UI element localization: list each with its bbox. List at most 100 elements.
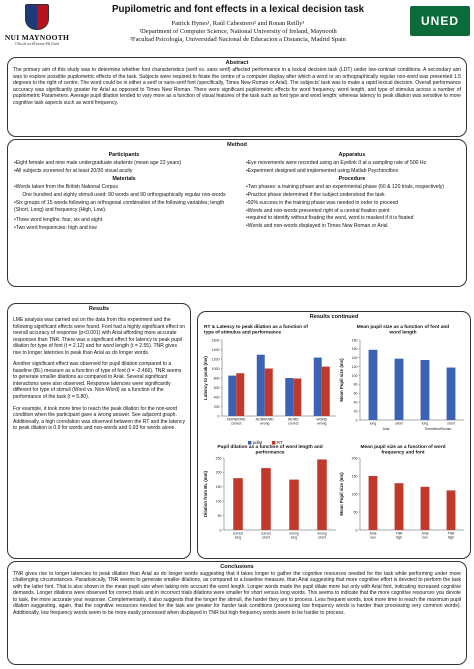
materials-heading: Materials xyxy=(112,176,136,183)
y-tick-label: 200 xyxy=(214,405,220,409)
y-tick-label: 400 xyxy=(214,395,220,399)
logo-right-name: UNED xyxy=(420,14,459,28)
x-tick-label: TNR xyxy=(448,532,456,536)
abstract-title: Abstract xyxy=(225,60,249,66)
bar xyxy=(368,476,378,530)
y-tick-label: 0 xyxy=(356,418,358,422)
y-tick-label: 100 xyxy=(216,500,222,504)
apparatus-heading: Apparatus xyxy=(338,152,366,158)
legend-swatch xyxy=(248,441,252,445)
chart-title: Pupil dilation as a function of word len… xyxy=(217,444,322,450)
x-tick-label: short xyxy=(318,536,326,540)
participants-item: •Eight female and nine male undergraduat… xyxy=(14,159,182,166)
x-tick-label: long xyxy=(235,536,242,540)
x-tick-label: short xyxy=(262,536,270,540)
apparatus-item: •Experiment designed and implemented usi… xyxy=(246,167,399,174)
x-tick-label: low xyxy=(422,536,428,540)
x-tick-label: correct xyxy=(288,422,298,426)
bar-RT xyxy=(236,373,245,416)
y-tick-label: 60 xyxy=(354,392,358,396)
x-tick-label: long xyxy=(370,422,377,426)
y-tick-label: 40 xyxy=(354,401,358,405)
bar xyxy=(289,479,299,530)
bar-pdlat xyxy=(313,357,322,416)
chart-title: RT & Latency to peak dilation as a funct… xyxy=(204,324,308,330)
bar-pdlat xyxy=(256,354,265,416)
procedure-item: •Words and non-words displayed in Times … xyxy=(246,223,388,230)
y-tick-label: 1000 xyxy=(212,367,220,371)
chart-title: frequency and font xyxy=(381,450,425,456)
y-tick-label: 1200 xyxy=(212,357,220,361)
x-tick-label: low xyxy=(370,536,376,540)
abstract-box: Abstract The primary aim of this study w… xyxy=(7,57,467,137)
x-tick-label: NONWORD xyxy=(256,418,275,422)
bar xyxy=(394,483,404,530)
y-tick-label: 0 xyxy=(220,528,222,532)
y-tick-label: 200 xyxy=(216,471,222,475)
procedure-item: •50% success in the training phase was n… xyxy=(246,199,399,206)
materials-item: •Two word frequencies: high and low xyxy=(14,225,97,232)
x-tick-label: high xyxy=(448,536,455,540)
bar xyxy=(420,360,430,420)
bar xyxy=(368,349,378,420)
x-group-label: Arial xyxy=(383,427,390,431)
y-tick-label: 0 xyxy=(218,414,220,418)
y-tick-label: 250 xyxy=(216,456,222,460)
y-tick-label: 140 xyxy=(352,356,358,360)
results-continued-box: Results continued RT & Latency to peak d… xyxy=(197,311,471,559)
uned-logo: UNED xyxy=(410,6,470,36)
y-tick-label: 120 xyxy=(352,365,358,369)
y-axis-label: Dilation from BL (mm) xyxy=(203,470,208,517)
y-tick-label: 150 xyxy=(216,485,222,489)
y-axis-label: Mean Pupil size (ms) xyxy=(339,472,344,516)
chart-dilation-length-performance: Pupil dilation as a function of word len… xyxy=(200,442,340,548)
legend-label: pdlat xyxy=(253,440,263,445)
participants-item: •All subjects screened for at least 20/3… xyxy=(14,167,133,174)
x-group-label: TimesNewRoman xyxy=(425,427,452,431)
bar-pdlat xyxy=(285,378,294,416)
y-tick-label: 600 xyxy=(214,386,220,390)
bar xyxy=(394,358,404,420)
results-box: Results LME analysis was carried out on … xyxy=(7,303,191,559)
x-tick-label: TNR xyxy=(396,532,404,536)
affiliation-1: ¹Department of Computer Science, Nationa… xyxy=(139,28,337,35)
bar xyxy=(261,468,271,530)
method-title: Method xyxy=(227,142,247,148)
conclusions-box: Conclusions TNR gives rise to longer lat… xyxy=(7,561,467,665)
bar xyxy=(446,490,456,530)
x-tick-label: Arial xyxy=(422,532,429,536)
conclusions-title: Conclusions xyxy=(220,564,254,570)
x-tick-label: correct xyxy=(231,422,241,426)
x-tick-label: NONWORD xyxy=(227,418,246,422)
chart-title: word length xyxy=(388,330,416,336)
y-tick-label: 800 xyxy=(214,376,220,380)
y-axis-label: Mean Pupil size (ms) xyxy=(339,358,344,402)
chart-pupil-font-length: Mean pupil size as a function of font an… xyxy=(336,322,470,440)
results-title: Results xyxy=(88,306,110,312)
author-block: Patrick Hynes¹, Raúl Cabestrero² and Ron… xyxy=(80,20,396,44)
poster-title: Pupilometric and font effects in a lexic… xyxy=(111,4,365,15)
method-left-column: Participants •Eight female and nine male… xyxy=(14,150,234,233)
x-tick-label: long xyxy=(422,422,429,426)
x-tick-label: correct xyxy=(233,532,243,536)
chart-title: type of stimulus and performance xyxy=(204,330,281,336)
chart-title: performance xyxy=(255,450,284,456)
bar-pdlat xyxy=(228,375,237,416)
chart-rt-latency: RT & Latency to peak dilation as a funct… xyxy=(200,322,340,450)
y-axis-label: Latency to peak (ms) xyxy=(203,356,208,400)
abstract-text: The primary aim of this study was to det… xyxy=(13,67,461,106)
chart-title: Mean pupil size as a function of word xyxy=(360,444,445,450)
authors: Patrick Hynes¹, Raúl Cabestrero² and Ron… xyxy=(171,20,305,27)
bar-RT xyxy=(293,378,302,416)
logo-left-subtitle: Ollscoil na hÉireann Má Nuad xyxy=(15,42,59,46)
procedure-item: •Two phases: a training phase and an exp… xyxy=(246,184,445,191)
materials-item: One hundred and eighty stimuli used: 90 … xyxy=(22,191,226,198)
y-tick-label: 1400 xyxy=(212,348,220,352)
results-paragraph: LME analysis was carried out on the data… xyxy=(13,317,186,356)
apparatus-item: •Eye movements were recorded using an Ey… xyxy=(246,159,427,166)
method-box: Method Participants •Eight female and ni… xyxy=(7,139,467,287)
procedure-item: •required to identify without fixating t… xyxy=(246,215,414,222)
materials-item: •Words taken from the British National C… xyxy=(14,184,118,191)
legend-swatch xyxy=(272,441,276,445)
legend-label: RT xyxy=(277,440,283,445)
